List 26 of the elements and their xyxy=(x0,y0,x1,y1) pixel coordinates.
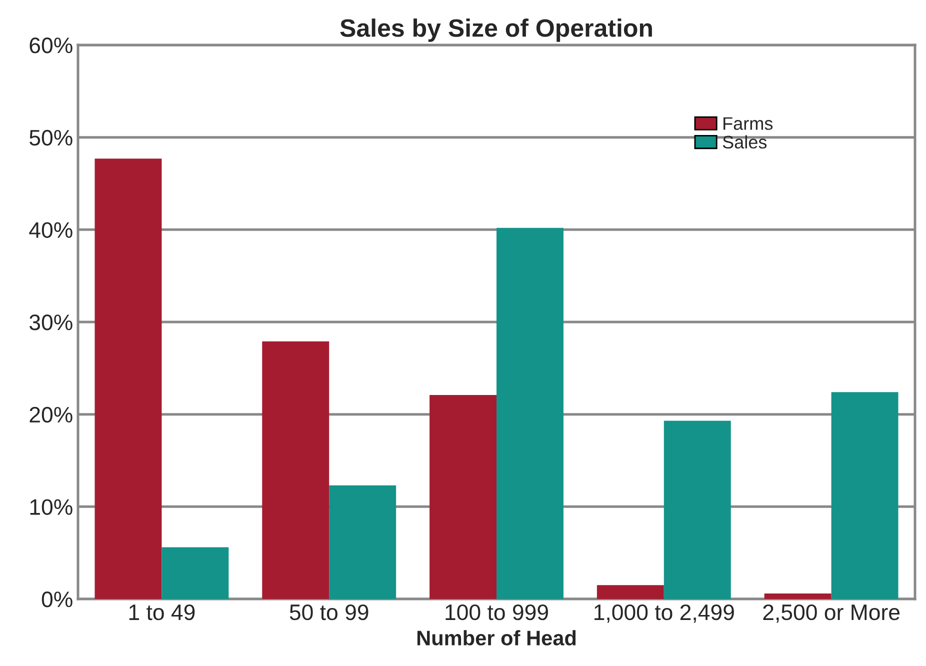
y-tick-label: 10% xyxy=(30,499,72,515)
legend-label: Farms xyxy=(724,117,773,130)
bar xyxy=(94,158,162,599)
x-axis-title: Number of Head xyxy=(417,630,576,646)
x-tick-label: 2,500 or More xyxy=(763,604,900,623)
y-tick-label: 50% xyxy=(30,130,72,146)
x-tick-label: 50 to 99 xyxy=(290,604,368,620)
bar xyxy=(831,392,898,599)
y-tick-label: 20% xyxy=(30,406,72,423)
chart-title: Sales by Size of Operation xyxy=(340,18,652,42)
y-tick-label: 40% xyxy=(29,222,72,238)
bar xyxy=(596,585,664,599)
bar xyxy=(664,420,731,599)
bar xyxy=(162,547,229,599)
bar xyxy=(329,485,396,599)
y-tick-label: 60% xyxy=(30,38,72,54)
x-tick-label: 100 to 999 xyxy=(446,604,548,620)
y-tick-label: 0% xyxy=(42,592,72,608)
legend-label: Sales xyxy=(722,135,767,149)
bar xyxy=(496,228,564,599)
bar xyxy=(764,593,832,599)
bar xyxy=(262,341,330,599)
x-tick-label: 1 to 49 xyxy=(129,604,195,620)
x-tick-label: 1,000 to 2,499 xyxy=(594,604,734,623)
bar xyxy=(430,394,496,599)
y-tick-label: 30% xyxy=(30,314,72,330)
